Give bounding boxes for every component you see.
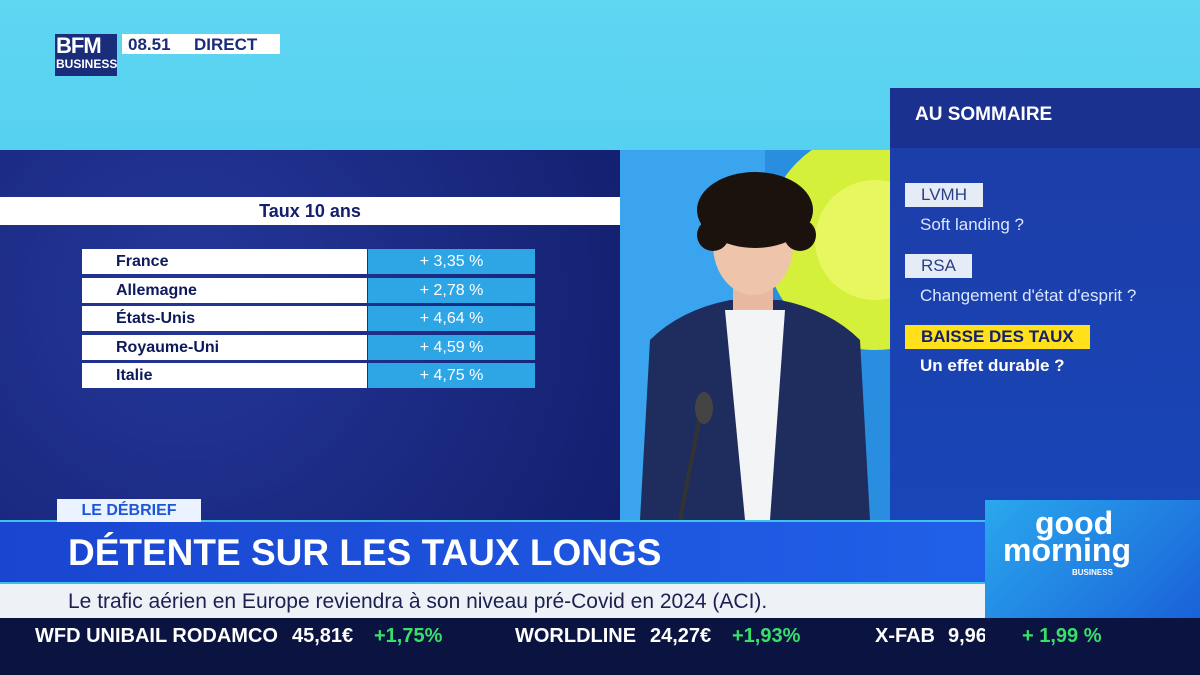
country-name: Allemagne [116,282,197,299]
logo-top: BFM [56,33,102,58]
sidebar [890,88,1200,520]
rate: + 4,75 % [368,363,535,388]
rate: + 4,59 % [368,335,535,360]
show-logo-line1: good [1035,505,1114,541]
logo-box [55,34,117,76]
topic-subtitle-active: Un effet durable ? [920,356,1065,375]
ticker-bar [0,618,985,675]
rate: + 4,64 % [368,306,535,331]
studio-image [620,150,890,520]
sidebar-header [890,88,1200,148]
live-box [122,34,280,54]
ticker-name: X-FAB [875,625,935,647]
table-row: France + 3,35 % [82,249,535,274]
country-name: Royaume-Uni [116,339,220,356]
ticker-name: WFD UNIBAIL RODAMCO [35,625,278,647]
ticker-name: WORLDLINE [515,625,637,647]
country: Allemagne [82,278,367,303]
table-row: Allemagne + 2,78 % [82,278,535,303]
headline: DÉTENTE SUR LES TAUX LONGS [68,532,662,573]
sidebar-title: AU SOMMAIRE [915,104,1053,125]
topic-subtitle: Changement d'état d'esprit ? [920,286,1137,305]
table-title: Taux 10 ans [0,197,620,225]
show-logo-line3: BUSINESS [1072,568,1113,577]
topic-tag: RSA [905,254,972,278]
topic-subtitle: Soft landing ? [920,215,1024,234]
country: Italie [82,363,367,388]
ticker-price: 24,27€ [650,625,712,647]
table-row: Royaume-Uni + 4,59 % [82,335,535,360]
subtitle-bar [0,584,985,618]
country-name: États-Unis [116,310,196,327]
time: 08.51 [128,35,171,54]
ticker-end [985,618,1200,675]
topic-tag-active: BAISSE DES TAUX [905,325,1090,349]
country: France [82,249,367,274]
ticker-change: +1,75% [374,625,443,647]
live-status: DIRECT [194,35,258,54]
ticker-change: +1,93% [732,625,801,647]
show-logo-line2: morning [1003,532,1131,568]
segment-tag: LE DÉBRIEF [57,499,201,522]
headline-bar [0,522,985,582]
rate: + 3,35 % [368,249,535,274]
country: États-Unis [82,306,367,331]
show-logo [985,500,1200,618]
country: Royaume-Uni [82,335,367,360]
logo-bottom: BUSINESS [56,57,118,71]
ticker-price: 9,96 [948,625,987,647]
country-name: Italie [116,367,153,384]
table-row: Italie + 4,75 % [82,363,535,388]
country-name: France [116,253,169,270]
topic-tag: LVMH [905,183,983,207]
ticker-change: + 1,99 % [1022,625,1102,647]
subtitle: Le trafic aérien en Europe reviendra à s… [68,590,768,613]
ticker-price: 45,81€ [292,625,354,647]
rate: + 2,78 % [368,278,535,303]
table-row: États-Unis + 4,64 % [82,306,535,331]
